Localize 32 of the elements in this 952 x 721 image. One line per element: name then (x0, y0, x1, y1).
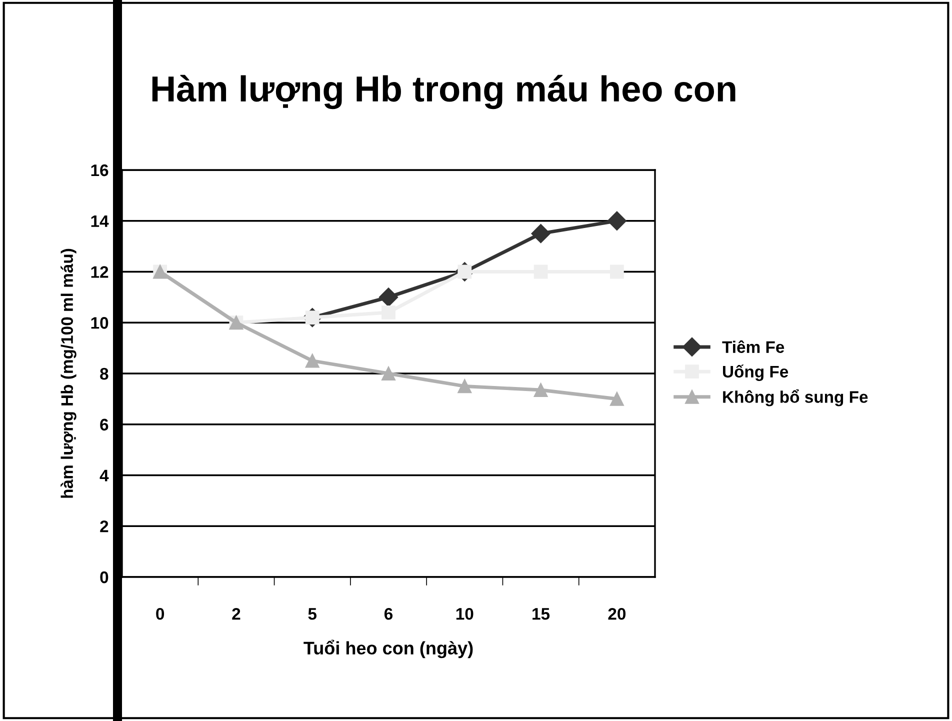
point (378, 288, 398, 307)
y-tick-label: 12 (91, 266, 108, 278)
x-axis-title: Tuổi heo con (ngày) (304, 640, 473, 658)
legend-label: Uống Fe (722, 364, 788, 381)
point (305, 354, 320, 368)
y-tick-label: 14 (91, 215, 109, 227)
y-tick-label: 8 (100, 368, 108, 380)
y-axis-title: hàm lượng Hb (mg/100 ml máu) (60, 248, 76, 498)
x-tick-label: 0 (156, 608, 164, 620)
x-tick-label: 10 (456, 608, 474, 620)
point (610, 264, 624, 279)
y-tick-label: 6 (100, 418, 108, 431)
y-tick-label: 0 (100, 571, 108, 584)
y-tick-label: 4 (100, 470, 109, 482)
y-tick-label: 16 (91, 164, 108, 176)
x-tick-label: 6 (384, 608, 393, 620)
x-tick-label: 5 (308, 608, 317, 620)
point (458, 379, 472, 394)
legend-label: Không bổ sung Fe (723, 389, 868, 406)
point (382, 366, 396, 380)
point (382, 306, 396, 320)
y-tick-label: 10 (91, 317, 108, 329)
x-tick-label: 15 (532, 608, 550, 620)
point (610, 392, 624, 406)
point (607, 211, 626, 230)
legend-label: Tiêm Fe (722, 340, 784, 353)
point (531, 224, 550, 244)
y-tick-label: 2 (100, 520, 108, 532)
chart-title: Hàm lượng Hb trong máu heo con (152, 74, 736, 110)
x-tick-label: 2 (232, 608, 240, 620)
point (534, 383, 548, 397)
x-tick-label: 20 (608, 608, 626, 620)
